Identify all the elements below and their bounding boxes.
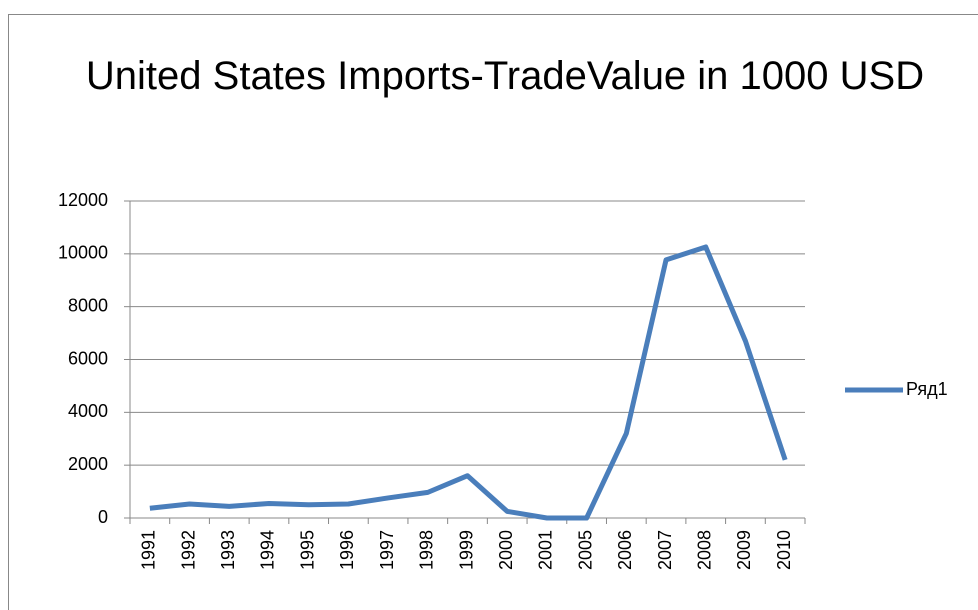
y-tick-label: 10000 <box>58 243 108 263</box>
chart-title: United States Imports-TradeValue in 1000… <box>85 54 925 98</box>
x-tick-label: 1999 <box>456 530 476 570</box>
x-tick-label: 1993 <box>218 530 238 570</box>
x-tick-label: 1996 <box>337 530 357 570</box>
x-tick-label: 2009 <box>734 530 754 570</box>
y-tick-label: 12000 <box>58 190 108 210</box>
x-tick-label: 1995 <box>297 530 317 570</box>
x-tick-label: 1994 <box>258 530 278 570</box>
y-tick-label: 0 <box>98 507 108 527</box>
series-line <box>149 244 788 521</box>
y-tick-label: 2000 <box>68 454 108 474</box>
chart-border <box>8 14 978 610</box>
x-tick-label: 1992 <box>178 530 198 570</box>
x-tick-label: 2008 <box>694 530 714 570</box>
x-tick-label: 2005 <box>575 530 595 570</box>
x-tick-label: 2010 <box>774 530 794 570</box>
y-tick-label: 4000 <box>68 401 108 421</box>
y-tick-label: 6000 <box>68 348 108 368</box>
x-tick-label: 2000 <box>496 530 516 570</box>
x-tick-label: 1998 <box>417 530 437 570</box>
x-tick-label: 2007 <box>655 530 675 570</box>
x-tick-label: 1991 <box>139 530 159 570</box>
legend-label: Ряд1 <box>906 379 948 399</box>
x-tick-label: 2001 <box>536 530 556 570</box>
x-tick-label: 2006 <box>615 530 635 570</box>
y-tick-label: 8000 <box>68 295 108 315</box>
x-tick-label: 1997 <box>377 530 397 570</box>
